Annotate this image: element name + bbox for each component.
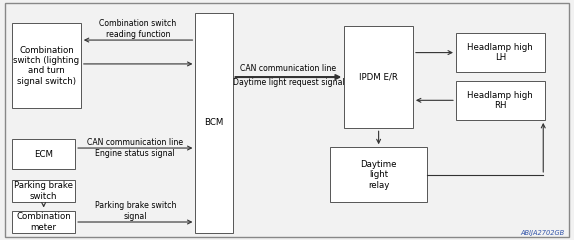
Text: ECM: ECM (34, 150, 53, 158)
Bar (195, 13, 232, 233)
Bar (330, 147, 427, 202)
Bar (456, 33, 545, 72)
Bar (12, 211, 75, 233)
Text: Combination
switch (lighting
and turn
signal switch): Combination switch (lighting and turn si… (13, 46, 80, 86)
Text: Engine status signal: Engine status signal (95, 149, 175, 158)
Text: Headlamp high
RH: Headlamp high RH (467, 91, 533, 110)
Text: CAN communication line: CAN communication line (241, 65, 336, 73)
Bar (12, 180, 75, 202)
Text: IPDM E/R: IPDM E/R (359, 72, 398, 82)
Text: ABIJA2702GB: ABIJA2702GB (521, 230, 565, 236)
Text: Parking brake
switch: Parking brake switch (14, 181, 73, 201)
Text: Daytime light request signal: Daytime light request signal (232, 78, 344, 87)
Text: Combination
meter: Combination meter (16, 212, 71, 232)
Text: Parking brake switch
signal: Parking brake switch signal (95, 201, 176, 221)
Text: Daytime
light
relay: Daytime light relay (360, 160, 397, 190)
Bar (456, 81, 545, 120)
Bar (344, 26, 413, 128)
Bar (12, 139, 75, 169)
Text: BCM: BCM (204, 119, 224, 127)
Bar (12, 23, 81, 108)
Text: CAN communication line: CAN communication line (87, 138, 183, 147)
Text: Combination switch
reading function: Combination switch reading function (99, 19, 177, 39)
Text: Headlamp high
LH: Headlamp high LH (467, 43, 533, 62)
